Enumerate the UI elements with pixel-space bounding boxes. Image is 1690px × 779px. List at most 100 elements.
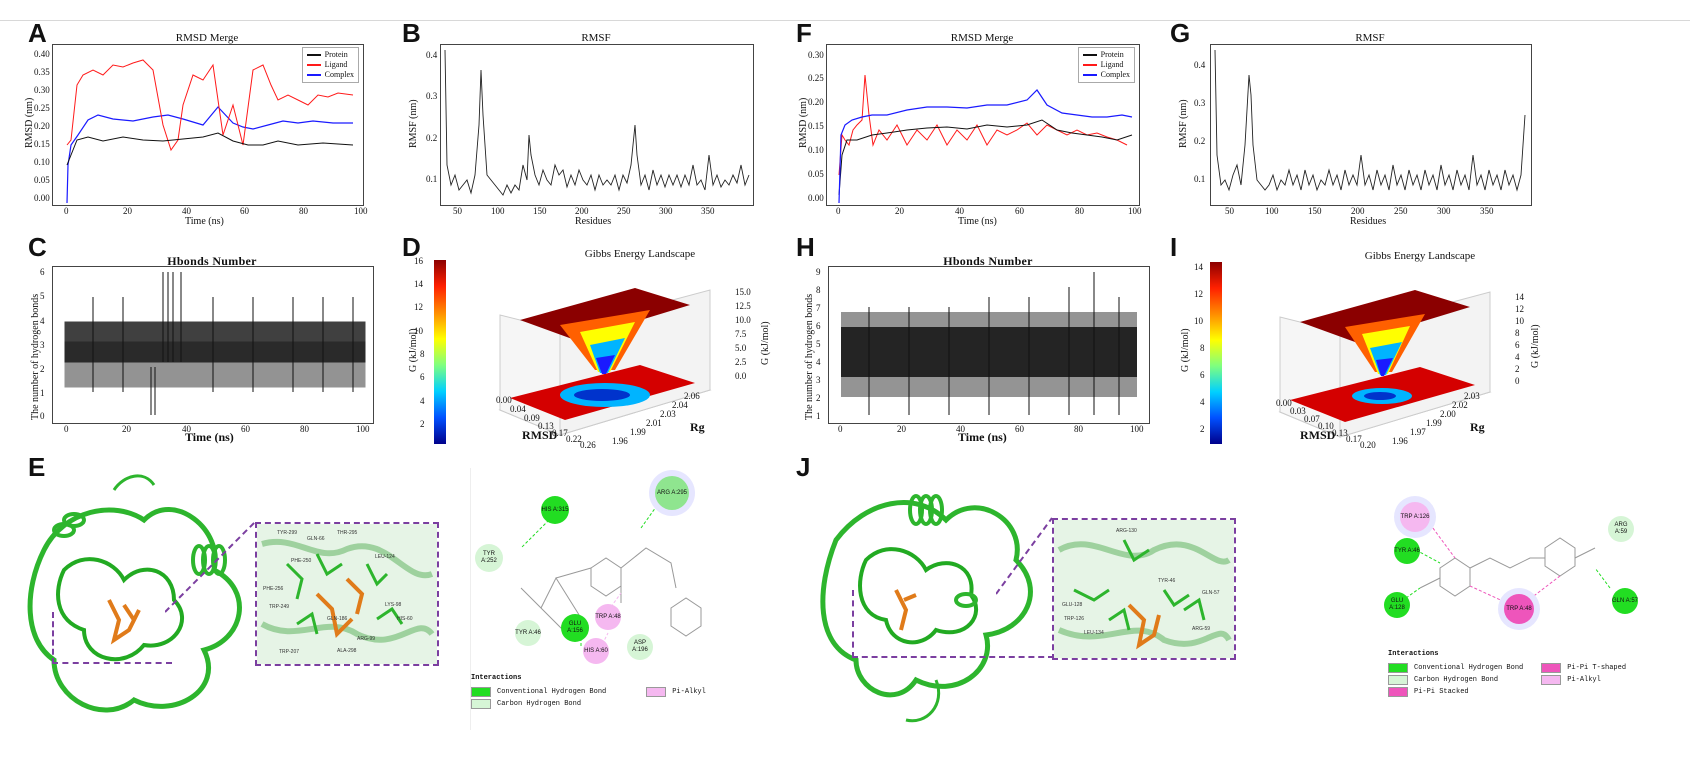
legend-pi-pi-tshaped: Pi-Pi T-shaped	[1567, 664, 1627, 672]
res-label: LEU-134	[1084, 630, 1104, 636]
b-xtick: 50	[453, 206, 462, 216]
interactions-title: Interactions	[1388, 650, 1439, 658]
g-ytick: 0.4	[1194, 60, 1206, 70]
panel-e-zoom-svg	[257, 524, 437, 664]
h-ytick: 6	[816, 321, 821, 331]
i-ztick: 0	[1515, 376, 1520, 386]
panel-c-xlabel: Time (ns)	[185, 430, 234, 444]
panel-j-zoom-connector	[996, 517, 1053, 595]
c-xtick: 20	[122, 424, 131, 434]
panel-d-ylabel: Rg	[690, 420, 705, 434]
i-ytick: 1.96	[1392, 436, 1408, 446]
c-xtick: 60	[241, 424, 250, 434]
b-xtick: 350	[701, 206, 715, 216]
h-ytick: 1	[816, 411, 821, 421]
c-ytick: 0	[40, 411, 45, 421]
panel-d-xlabel: RMSD	[522, 428, 558, 442]
panel-h-xlabel: Time (ns)	[958, 430, 1007, 444]
d-xtick: 0.22	[566, 434, 582, 444]
c-ytick: 3	[40, 340, 45, 350]
panel-letter-i: I	[1170, 232, 1178, 262]
d-ytick: 1.96	[612, 436, 628, 446]
residue-trp48: TRP A:48	[595, 604, 621, 630]
residue-tyr46: TYR A:46	[1394, 538, 1420, 564]
panel-letter-d: D	[402, 232, 421, 262]
panel-i-ylabel: Rg	[1470, 420, 1485, 434]
b-xtick: 300	[659, 206, 673, 216]
h-ytick: 4	[816, 357, 821, 367]
f-xtick: 20	[895, 206, 904, 216]
panel-b-xlabel: Residues	[575, 216, 612, 227]
a-ytick: 0.40	[34, 49, 50, 59]
d-cbar-tick: 6	[420, 372, 425, 382]
panel-h-plot	[828, 266, 1150, 424]
panel-j-zoom-svg	[1054, 520, 1234, 658]
d-ytick: 2.06	[684, 391, 700, 401]
res-label: PHE-250	[291, 558, 312, 564]
helix-coils	[908, 494, 978, 608]
g-xtick: 250	[1394, 206, 1408, 216]
i-xtick: 0.07	[1304, 414, 1320, 424]
panel-c-ylabel: The number of hydrogen bonds	[30, 293, 41, 420]
d-xtick: 0.13	[538, 421, 554, 431]
i-cbar-tick: 2	[1200, 424, 1205, 434]
g-xtick: 200	[1351, 206, 1365, 216]
c-ytick: 6	[40, 267, 45, 277]
f-ytick: 0.25	[808, 73, 824, 83]
h-xtick: 100	[1130, 424, 1144, 434]
panel-a-xlabel: Time (ns)	[185, 216, 224, 227]
a-xtick: 100	[354, 206, 368, 216]
f-ytick: 0.05	[808, 169, 824, 179]
residue-his60: HIS A:60	[583, 638, 609, 664]
c-ytick: 2	[40, 364, 45, 374]
legend-carbon-hbond: Carbon Hydrogen Bond	[1414, 676, 1499, 684]
res-label: GLN-66	[307, 536, 325, 542]
panel-g-xlabel: Residues	[1350, 216, 1387, 227]
a-ytick: 0.05	[34, 175, 50, 185]
i-cbar-tick: 4	[1200, 397, 1205, 407]
residue-trp126: TRP A:126	[1400, 502, 1430, 532]
i-ytick: 2.03	[1464, 391, 1480, 401]
i-cbar-tick: 6	[1200, 370, 1205, 380]
f-xtick: 80	[1075, 206, 1084, 216]
panel-a-legend: Protein Ligand Complex	[301, 47, 359, 83]
panel-a-title: RMSD Merge	[175, 32, 239, 44]
panel-i-title: Gibbs Energy Landscape	[1364, 250, 1476, 262]
legend-swatch	[1388, 675, 1408, 685]
panel-f-plot: Protein Ligand Complex	[826, 44, 1140, 206]
panel-i-xlabel: RMSD	[1300, 428, 1336, 442]
d-ztick: 2.5	[735, 357, 747, 367]
d-ytick: 1.99	[630, 427, 646, 437]
residue-asp196: ASP A:196	[627, 634, 653, 660]
rmsf-trace	[444, 49, 750, 196]
panel-a-plot: Protein Ligand Complex	[52, 44, 364, 206]
residue-tyr252: TYR A:252	[475, 544, 503, 572]
d-ytick: 2.03	[660, 409, 676, 419]
i-ztick: 8	[1515, 328, 1520, 338]
panel-i-zlabel: G (kJ/mol)	[1530, 324, 1541, 368]
panel-j-2d-svg	[1405, 515, 1611, 609]
d-ytick: 2.04	[672, 400, 688, 410]
res-label: TRP-249	[269, 604, 290, 610]
panel-a-svg	[66, 59, 354, 204]
res-label: LYS-98	[385, 602, 402, 608]
a-ytick: 0.10	[34, 157, 50, 167]
d-cbar-tick: 8	[420, 349, 425, 359]
f-xtick: 40	[955, 206, 964, 216]
c-xtick: 80	[300, 424, 309, 434]
a-xtick: 0	[64, 206, 69, 216]
i-ztick: 12	[1515, 304, 1524, 314]
a-xtick: 80	[299, 206, 308, 216]
panel-d-zlabel: G (kJ/mol)	[760, 321, 771, 365]
panel-b-plot	[440, 44, 754, 206]
panel-e-zoom-box: TYR-299 GLN-66 THR-295 PHE-250 PHE-256 T…	[255, 522, 439, 666]
panel-f-xlabel: Time (ns)	[958, 216, 997, 227]
legend-swatch	[471, 699, 491, 709]
ligand-sticks	[894, 589, 917, 631]
panel-g-ylabel: RMSF (nm)	[1178, 99, 1189, 148]
c-ytick: 5	[40, 291, 45, 301]
i-ztick: 10	[1515, 316, 1524, 326]
residue-arg59: ARG A:59	[1608, 516, 1634, 542]
ligand-trace	[838, 74, 1128, 176]
panel-b-svg	[444, 49, 750, 196]
